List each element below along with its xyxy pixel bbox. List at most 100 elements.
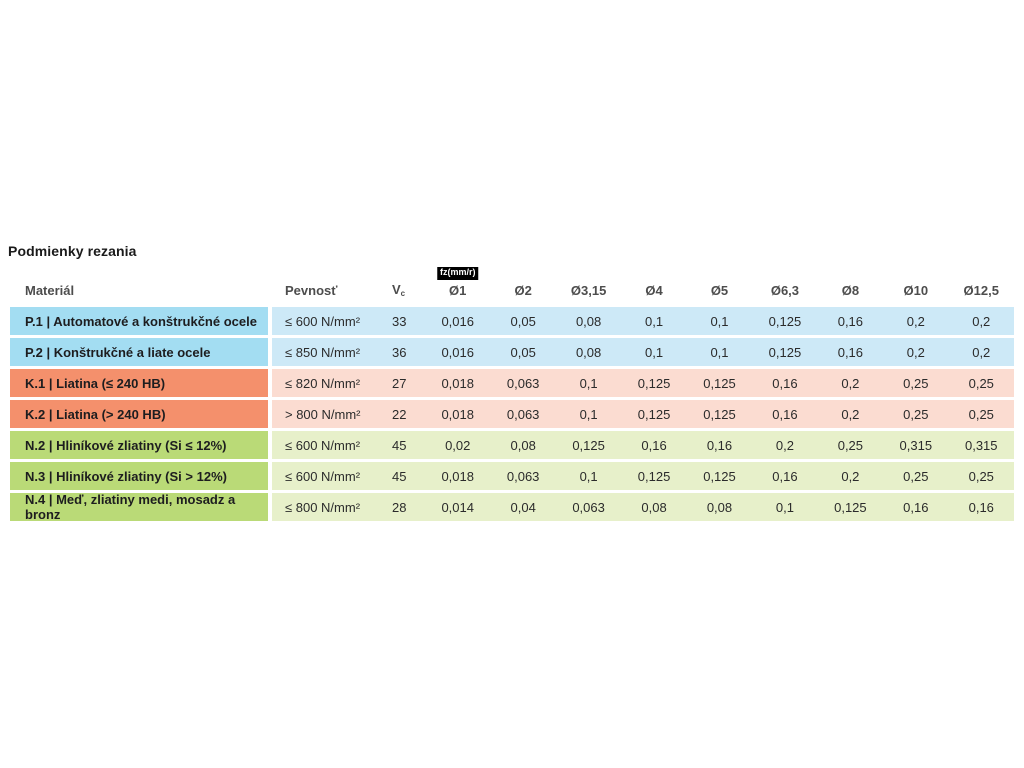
material-cell: K.2 | Liatina (> 240 HB) (10, 400, 268, 428)
table-row: N.3 | Hliníkové zliatiny (Si > 12%) ≤ 60… (10, 462, 1014, 490)
strength-cell: ≤ 850 N/mm² (285, 344, 361, 360)
header-diameter-6: Ø6,3 (770, 283, 800, 298)
feed-cell: 0,2 (906, 313, 925, 329)
feed-cell: 0,25 (968, 406, 994, 422)
feed-cell: 0,125 (768, 344, 802, 360)
feed-cell: 0,1 (645, 344, 664, 360)
feed-cell: 0,08 (575, 313, 602, 329)
vc-cell: 27 (392, 375, 407, 391)
feed-cell: 0,16 (968, 499, 994, 515)
feed-unit-badge: fz(mm/r) (436, 267, 479, 280)
header-diameter-8: Ø10 (903, 283, 929, 298)
feed-cell: 0,08 (641, 499, 667, 515)
feed-cell: 0,16 (903, 499, 929, 515)
row-values: ≤ 600 N/mm² 45 0,018 0,063 0,1 0,125 0,1… (272, 462, 1014, 490)
material-cell: N.2 | Hliníkové zliatiny (Si ≤ 12%) (10, 431, 268, 459)
feed-cell: 0,25 (903, 375, 929, 391)
table-row: N.4 | Meď, zliatiny medi, mosadz a bronz… (10, 492, 1014, 522)
feed-cell: 0,1 (710, 344, 729, 360)
row-values: ≤ 600 N/mm² 45 0,02 0,08 0,125 0,16 0,16… (272, 431, 1014, 459)
feed-cell: 0,125 (703, 375, 736, 391)
feed-cell: 0,16 (706, 437, 733, 453)
feed-cell: 0,063 (506, 375, 540, 391)
feed-cell: 0,1 (710, 313, 729, 329)
material-cell: P.1 | Automatové a konštrukčné ocele (10, 307, 268, 335)
header-diameter-4: Ø4 (645, 283, 663, 298)
feed-cell: 0,2 (841, 375, 860, 391)
feed-cell: 0,16 (837, 344, 864, 360)
header-values: Pevnosť Vc fz(mm/r) Ø1 Ø2 Ø3,15 Ø4 Ø5 Ø6… (272, 267, 1014, 298)
feed-cell: 0,125 (834, 499, 867, 515)
header-diameter-7: Ø8 (841, 283, 860, 298)
feed-cell: 0,018 (441, 375, 474, 391)
feed-cell: 0,08 (510, 437, 536, 453)
row-values: ≤ 600 N/mm² 33 0,016 0,05 0,08 0,1 0,1 0… (272, 307, 1014, 335)
feed-cell: 0,2 (841, 406, 860, 422)
row-values: ≤ 820 N/mm² 27 0,018 0,063 0,1 0,125 0,1… (272, 369, 1014, 397)
vc-cell: 45 (392, 437, 407, 453)
table-row: K.1 | Liatina (≤ 240 HB) ≤ 820 N/mm² 27 … (10, 369, 1014, 397)
vc-cell: 22 (392, 406, 407, 422)
feed-cell: 0,1 (579, 375, 598, 391)
feed-cell: 0,2 (972, 313, 991, 329)
feed-cell: 0,04 (510, 499, 536, 515)
feed-cell: 0,16 (641, 437, 667, 453)
feed-cell: 0,16 (772, 375, 798, 391)
feed-cell: 0,125 (768, 313, 802, 329)
strength-cell: ≤ 600 N/mm² (285, 468, 361, 484)
strength-cell: ≤ 800 N/mm² (285, 499, 361, 515)
feed-cell: 0,25 (968, 468, 994, 484)
vc-cell: 36 (392, 344, 407, 360)
row-values: ≤ 800 N/mm² 28 0,014 0,04 0,063 0,08 0,0… (272, 493, 1014, 521)
feed-cell: 0,08 (706, 499, 733, 515)
page-title: Podmienky rezania (8, 243, 137, 259)
table-row: P.2 | Konštrukčné a liate ocele ≤ 850 N/… (10, 338, 1014, 366)
feed-cell: 0,05 (510, 313, 536, 329)
strength-cell: > 800 N/mm² (285, 406, 361, 422)
feed-cell: 0,018 (441, 406, 474, 422)
feed-cell: 0,315 (899, 437, 933, 453)
header-diameter-2: Ø2 (514, 283, 532, 298)
feed-cell: 0,1 (775, 499, 794, 515)
feed-cell: 0,014 (441, 499, 474, 515)
strength-cell: ≤ 600 N/mm² (285, 437, 361, 453)
vc-cell: 33 (392, 313, 407, 329)
feed-cell: 0,16 (837, 313, 864, 329)
header-diameter-9: Ø12,5 (963, 283, 999, 298)
material-cell: N.4 | Meď, zliatiny medi, mosadz a bronz (10, 492, 268, 522)
feed-cell: 0,1 (579, 468, 598, 484)
table-row: K.2 | Liatina (> 240 HB) > 800 N/mm² 22 … (10, 400, 1014, 428)
vc-symbol: V (392, 282, 401, 297)
feed-cell: 0,2 (906, 344, 925, 360)
strength-cell: ≤ 820 N/mm² (285, 375, 361, 391)
feed-cell: 0,25 (968, 375, 994, 391)
row-values: > 800 N/mm² 22 0,018 0,063 0,1 0,125 0,1… (272, 400, 1014, 428)
feed-cell: 0,016 (441, 313, 474, 329)
header-diameter-1: fz(mm/r) Ø1 (425, 267, 490, 298)
feed-cell: 0,016 (441, 344, 474, 360)
vc-subscript: c (400, 289, 406, 298)
feed-cell: 0,063 (506, 468, 540, 484)
header-diameter-3: Ø3,15 (570, 283, 607, 298)
feed-cell: 0,125 (703, 468, 736, 484)
feed-cell: 0,018 (441, 468, 474, 484)
header-strength: Pevnosť (285, 283, 338, 298)
header-cutting-speed: Vc (392, 282, 425, 298)
feed-cell: 0,1 (579, 406, 598, 422)
table-header-row: Materiál Pevnosť Vc fz(mm/r) Ø1 Ø2 Ø3,15… (10, 264, 1014, 307)
strength-cell: ≤ 600 N/mm² (285, 313, 361, 329)
feed-cell: 0,08 (575, 344, 602, 360)
feed-cell: 0,25 (903, 468, 929, 484)
feed-cell: 0,2 (841, 468, 860, 484)
feed-cell: 0,25 (837, 437, 864, 453)
diameter-label: Ø1 (449, 283, 467, 298)
feed-cell: 0,1 (645, 313, 664, 329)
feed-cell: 0,16 (772, 406, 798, 422)
table-row: N.2 | Hliníkové zliatiny (Si ≤ 12%) ≤ 60… (10, 431, 1014, 459)
feed-cell: 0,125 (572, 437, 605, 453)
header-diameter-5: Ø5 (710, 283, 729, 298)
feed-cell: 0,16 (772, 468, 798, 484)
feed-cell: 0,05 (510, 344, 536, 360)
feed-cell: 0,125 (637, 375, 671, 391)
